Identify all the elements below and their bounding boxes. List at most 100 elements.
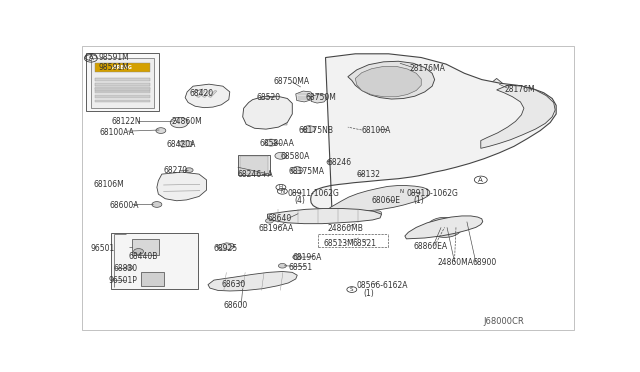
Text: 68900: 68900 [473, 259, 497, 267]
Text: 24860MB: 24860MB [327, 224, 363, 233]
Polygon shape [405, 216, 483, 239]
Text: 08911-1062G: 08911-1062G [406, 189, 458, 198]
Text: 68513M: 68513M [323, 239, 354, 248]
Circle shape [156, 128, 166, 134]
Text: 68520: 68520 [256, 93, 280, 102]
Text: S: S [350, 287, 353, 292]
Text: 08566-6162A: 08566-6162A [356, 281, 408, 290]
Polygon shape [202, 90, 211, 97]
Polygon shape [311, 94, 327, 103]
Circle shape [428, 217, 462, 237]
Text: 68551: 68551 [288, 263, 312, 272]
Text: N: N [280, 189, 284, 194]
Bar [95, 95, 150, 97]
Circle shape [292, 254, 301, 260]
Polygon shape [157, 172, 207, 201]
Polygon shape [209, 90, 217, 97]
Bar [249, 120, 287, 125]
Text: 96501: 96501 [91, 244, 115, 253]
Bar [95, 83, 150, 86]
Text: 68830: 68830 [114, 264, 138, 273]
Text: H: H [279, 185, 283, 190]
Text: 68420A: 68420A [167, 140, 196, 150]
Text: 96501P: 96501P [109, 276, 138, 285]
Polygon shape [178, 141, 193, 147]
Text: 68521: 68521 [353, 239, 377, 248]
Text: 98591M: 98591M [99, 63, 129, 72]
Bar [240, 156, 269, 174]
Text: N: N [399, 189, 403, 194]
Text: 68132: 68132 [356, 170, 381, 179]
Text: 24860MA: 24860MA [437, 258, 473, 267]
Polygon shape [208, 272, 297, 291]
Text: 68175NB: 68175NB [298, 126, 333, 135]
Bar [249, 112, 287, 118]
Circle shape [291, 167, 303, 173]
Polygon shape [296, 91, 314, 102]
Text: 68750MA: 68750MA [273, 77, 310, 86]
Text: 68640: 68640 [268, 214, 292, 223]
Text: 68270: 68270 [163, 166, 188, 175]
Text: AIRBAG: AIRBAG [112, 65, 133, 70]
Text: 6B196AA: 6B196AA [259, 224, 294, 233]
Polygon shape [216, 243, 235, 250]
Text: 28176MA: 28176MA [410, 64, 445, 73]
Text: 68440B: 68440B [129, 252, 158, 261]
Circle shape [303, 126, 315, 132]
Polygon shape [481, 85, 555, 148]
Text: A: A [89, 54, 93, 60]
Bar [132, 240, 159, 255]
Bar [111, 233, 198, 289]
Bar [91, 58, 154, 108]
Text: 68925: 68925 [214, 244, 238, 253]
Text: 68196A: 68196A [292, 253, 322, 262]
Circle shape [126, 266, 133, 269]
Bar [237, 155, 270, 175]
Polygon shape [348, 61, 435, 99]
Bar [95, 63, 150, 72]
Text: 68630: 68630 [221, 280, 246, 289]
Text: 68580A: 68580A [281, 153, 310, 161]
Text: (4): (4) [294, 196, 305, 205]
Text: 68246+A: 68246+A [237, 170, 273, 179]
Text: 68122N: 68122N [111, 118, 141, 126]
Circle shape [278, 263, 286, 268]
Bar [95, 87, 150, 89]
Text: 68106M: 68106M [94, 180, 125, 189]
Text: J68000CR: J68000CR [483, 317, 524, 326]
Text: (1): (1) [413, 196, 424, 205]
Bar [141, 272, 164, 286]
Circle shape [275, 153, 287, 159]
Text: 68100A: 68100A [362, 126, 391, 135]
Circle shape [185, 168, 193, 172]
Bar [95, 89, 150, 92]
Circle shape [327, 158, 339, 166]
Text: 68246: 68246 [327, 158, 351, 167]
Text: A: A [88, 55, 93, 61]
Polygon shape [327, 186, 429, 211]
Circle shape [434, 221, 456, 234]
Text: 68600A: 68600A [110, 201, 140, 209]
Polygon shape [268, 208, 381, 224]
Text: A: A [478, 177, 483, 183]
Text: 68860EA: 68860EA [413, 242, 447, 251]
Text: 68060E: 68060E [372, 196, 401, 205]
Bar [95, 91, 150, 93]
Polygon shape [490, 78, 504, 90]
Text: 24860M: 24860M [172, 118, 202, 126]
Text: 68420: 68420 [189, 89, 213, 98]
Text: 68175MA: 68175MA [288, 167, 324, 176]
Bar [249, 104, 287, 109]
Polygon shape [185, 84, 230, 108]
Circle shape [134, 248, 143, 254]
Text: 08911-1062G: 08911-1062G [287, 189, 339, 198]
Circle shape [152, 202, 162, 207]
Text: 98591M: 98591M [99, 53, 129, 62]
Text: (1): (1) [364, 289, 374, 298]
Bar [86, 53, 159, 110]
Text: 68600: 68600 [224, 301, 248, 310]
Bar [95, 78, 150, 81]
Circle shape [265, 139, 277, 146]
Text: 68750M: 68750M [306, 93, 337, 102]
Text: 68580AA: 68580AA [260, 139, 294, 148]
